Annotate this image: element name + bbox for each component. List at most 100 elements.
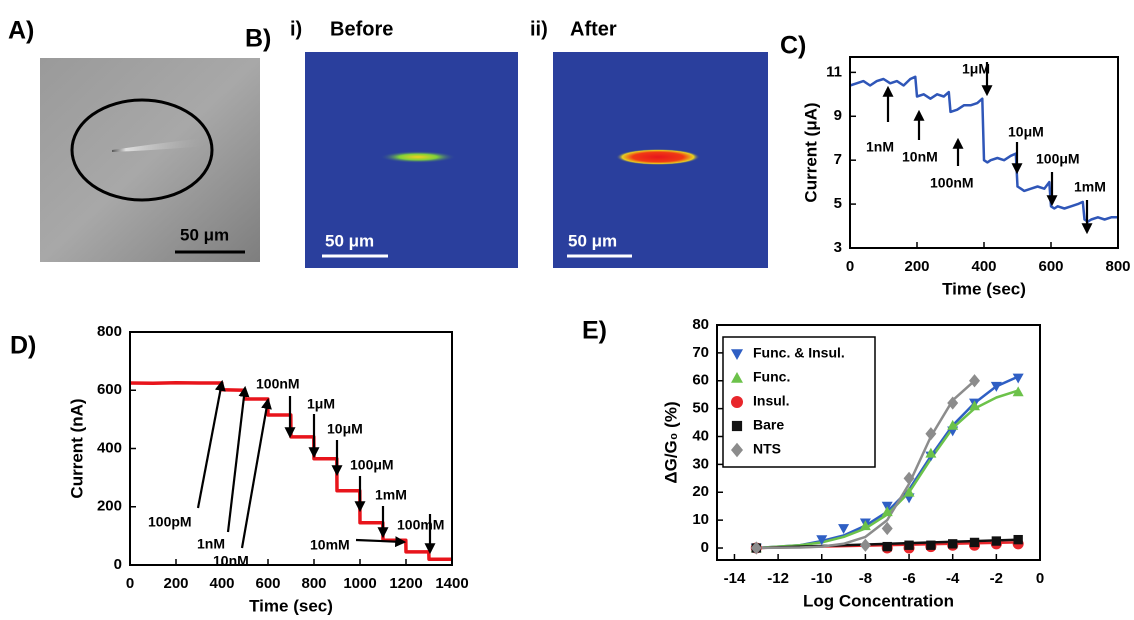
x-tick-label: 800 — [1105, 258, 1130, 275]
legend-label: Func. & Insul. — [753, 345, 845, 361]
x-tick-label: 1000 — [343, 575, 376, 592]
y-tick-label: 60 — [692, 372, 709, 389]
annotation: 10nM — [902, 149, 938, 165]
highlight-ellipse — [70, 98, 214, 202]
y-tick-label: 50 — [692, 400, 709, 417]
data-point — [1012, 373, 1024, 384]
annotation: 100nM — [256, 376, 300, 392]
y-tick-label: 40 — [692, 427, 709, 444]
annotation: 1mM — [1074, 179, 1106, 195]
annotation: 1mM — [375, 487, 407, 503]
annotation: 10μM — [327, 421, 363, 437]
y-axis-label: Current (μA) — [801, 102, 820, 202]
x-axis-label: Time (sec) — [942, 279, 1026, 298]
x-tick-label: 0 — [1036, 570, 1044, 587]
panel-label: B) — [245, 25, 271, 53]
data-point — [947, 396, 959, 410]
legend-label: Insul. — [753, 393, 790, 409]
sub-label: ii) — [530, 18, 548, 40]
data-point — [969, 537, 980, 548]
panel-label: C) — [780, 32, 806, 60]
legend-label: Func. — [753, 369, 790, 385]
x-tick-label: 0 — [126, 575, 134, 592]
y-axis-label: Current (nA) — [67, 398, 86, 498]
x-tick-label: 1400 — [435, 575, 468, 592]
x-tick-label: 0 — [846, 258, 854, 275]
y-tick-label: 11 — [826, 63, 842, 80]
annotation-arrow — [240, 397, 272, 549]
x-tick-label: -10 — [811, 570, 833, 587]
data-point — [948, 539, 958, 549]
data-point — [859, 520, 871, 531]
plot-frame — [849, 56, 1119, 249]
x-tick-label: 200 — [904, 258, 929, 275]
y-tick-label: 200 — [97, 498, 122, 515]
y-tick-label: 70 — [692, 344, 709, 361]
data-point — [903, 486, 915, 497]
annotation: 100pM — [148, 514, 192, 530]
annotation-arrow — [355, 536, 407, 548]
legend-marker — [731, 372, 743, 383]
legend-marker — [731, 349, 743, 360]
plot-frame — [716, 324, 1041, 561]
x-tick-label: 400 — [971, 258, 996, 275]
y-tick-label: 5 — [834, 195, 842, 212]
data-point — [947, 419, 959, 430]
sub-title: After — [570, 18, 617, 40]
legend-marker — [731, 420, 743, 432]
scale-bar-label: 50 μm — [568, 231, 617, 250]
x-tick-label: 200 — [163, 575, 188, 592]
x-tick-label: -4 — [946, 570, 960, 587]
data-point — [991, 536, 1002, 546]
y-tick-label: 0 — [114, 556, 122, 573]
plot-frame — [129, 331, 453, 566]
data-point — [903, 471, 915, 485]
x-tick-label: -6 — [902, 570, 915, 587]
y-tick-label: 10 — [692, 511, 709, 528]
panel-label: D) — [10, 332, 36, 360]
fit-curve — [756, 379, 976, 550]
x-tick-label: 1200 — [389, 575, 422, 592]
scale-bar-label: 50 μm — [180, 225, 229, 244]
sub-title: Before — [330, 18, 393, 40]
y-tick-label: 30 — [692, 455, 709, 472]
legend-box — [722, 336, 876, 468]
legend-marker — [731, 442, 743, 458]
data-point — [1012, 386, 1024, 397]
annotation: 10nM — [213, 553, 249, 569]
data-point — [816, 535, 828, 546]
data-point — [904, 540, 914, 550]
annotation: 100mM — [397, 517, 444, 533]
data-point — [969, 400, 981, 411]
y-tick-label: 0 — [701, 539, 709, 556]
annotation: 1μM — [962, 61, 990, 77]
data-point — [1013, 534, 1023, 545]
x-tick-label: -12 — [767, 570, 789, 587]
panel-label: A) — [8, 17, 34, 45]
y-axis-label: ΔG/G₀ (%) — [661, 401, 680, 483]
data-point — [990, 381, 1002, 392]
x-tick-label: 600 — [255, 575, 280, 592]
data-point — [969, 374, 981, 388]
y-tick-label: 600 — [97, 381, 122, 398]
data-point — [882, 541, 892, 552]
data-point — [925, 427, 937, 441]
legend-label: Bare — [753, 417, 784, 433]
y-tick-label: 800 — [97, 323, 122, 340]
sub-label: i) — [290, 18, 302, 40]
annotation: 100μM — [1036, 151, 1080, 167]
x-tick-label: -14 — [724, 570, 746, 587]
x-axis-label: Log Concentration — [803, 591, 954, 610]
y-tick-label: 7 — [834, 151, 842, 168]
y-tick-label: 80 — [692, 316, 709, 333]
data-line — [849, 75, 1118, 223]
x-tick-label: 800 — [301, 575, 326, 592]
annotation: 100μM — [350, 457, 394, 473]
data-point — [859, 538, 871, 552]
micrograph — [40, 58, 260, 262]
data-point — [925, 447, 937, 458]
x-axis-label: Time (sec) — [249, 596, 333, 615]
annotation: 1μM — [307, 396, 335, 412]
annotation: 1nM — [866, 139, 894, 155]
